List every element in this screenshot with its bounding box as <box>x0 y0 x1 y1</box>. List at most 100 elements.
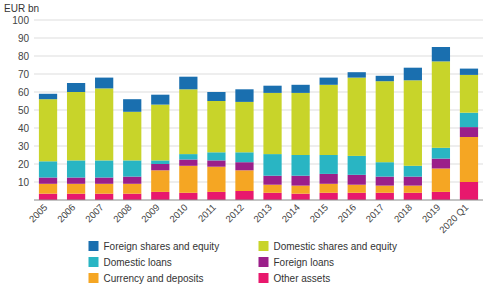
legend-swatch <box>89 241 99 251</box>
bar-segment <box>39 194 57 200</box>
bar-segment <box>95 88 113 160</box>
bar-segment <box>460 113 478 127</box>
bar-segment <box>67 83 85 92</box>
bar-segment <box>263 154 281 176</box>
bar-segment <box>460 69 478 75</box>
bar-segment <box>123 99 141 112</box>
x-tick-label: 2014 <box>279 202 302 225</box>
bar-segment <box>432 61 450 147</box>
x-tick-label: 2009 <box>139 202 162 225</box>
x-tick-label: 2010 <box>167 202 190 225</box>
bar-segment <box>179 166 197 193</box>
bar-segment <box>123 160 141 176</box>
bar-segment <box>151 170 169 192</box>
bar-segment <box>95 178 113 184</box>
bars <box>39 47 478 200</box>
x-tick-label: 2015 <box>307 202 330 225</box>
bar-segment <box>432 169 450 192</box>
x-tick-label: 2006 <box>55 202 78 225</box>
x-tick-label: 2017 <box>363 202 386 225</box>
bar-segment <box>207 152 225 160</box>
bar-segment <box>235 152 253 162</box>
bar-segment <box>404 186 422 193</box>
bar-segment <box>207 101 225 152</box>
y-tick-label: 100 <box>12 15 29 26</box>
y-tick-label: 40 <box>18 123 30 134</box>
bar-segment <box>151 164 169 170</box>
bar-segment <box>320 85 338 155</box>
x-tick-label: 2011 <box>196 202 218 224</box>
bar-segment <box>404 177 422 186</box>
bar-segment <box>320 193 338 200</box>
chart: 102030405060708090100EUR bn2005200620072… <box>0 0 491 302</box>
legend-swatch <box>259 241 269 251</box>
bar-segment <box>179 160 197 166</box>
legend-label: Domestic shares and equity <box>274 241 397 252</box>
y-axis-label: EUR bn <box>4 3 39 14</box>
bar-segment <box>348 185 366 193</box>
legend: Foreign shares and equity Domestic shares… <box>89 241 397 284</box>
bar-segment <box>320 184 338 193</box>
bar-segment <box>67 194 85 200</box>
bar-segment <box>320 174 338 184</box>
legend-swatch <box>89 257 99 267</box>
bar-segment <box>235 89 253 102</box>
bar-segment <box>207 167 225 192</box>
bar-segment <box>348 78 366 156</box>
grid <box>34 20 483 182</box>
x-tick-label: 2019 <box>420 202 443 225</box>
bar-segment <box>151 160 169 164</box>
bar-segment <box>404 193 422 200</box>
bar-segment <box>291 85 309 93</box>
bar-segment <box>39 184 57 194</box>
legend-label: Foreign shares and equity <box>104 241 220 252</box>
bar-segment <box>95 184 113 194</box>
bar-segment <box>39 178 57 184</box>
bar-segment <box>39 161 57 177</box>
bar-segment <box>95 78 113 89</box>
bar-segment <box>123 194 141 200</box>
bar-segment <box>432 192 450 200</box>
bar-segment <box>235 162 253 170</box>
bar-segment <box>348 156 366 175</box>
x-tick-label: 2008 <box>111 202 134 225</box>
bar-segment <box>263 176 281 185</box>
bar-segment <box>179 154 197 159</box>
bar-segment <box>179 89 197 154</box>
bar-segment <box>67 92 85 160</box>
legend-label: Other assets <box>274 273 331 284</box>
bar-segment <box>151 192 169 200</box>
bar-segment <box>376 177 394 186</box>
bar-segment <box>404 68 422 81</box>
bar-segment <box>404 80 422 166</box>
bar-segment <box>95 194 113 200</box>
bar-segment <box>432 47 450 61</box>
bar-segment <box>39 94 57 99</box>
bar-segment <box>376 186 394 193</box>
legend-label: Currency and deposits <box>104 273 204 284</box>
x-tick-label: 2012 <box>223 202 246 225</box>
bar-segment <box>348 72 366 77</box>
y-tick-label: 10 <box>18 177 30 188</box>
bar-segment <box>207 92 225 101</box>
bar-segment <box>235 102 253 152</box>
bar-segment <box>460 137 478 182</box>
bar-segment <box>263 86 281 93</box>
bar-segment <box>207 192 225 200</box>
bar-segment <box>376 193 394 200</box>
grid-line <box>34 56 483 57</box>
bar-segment <box>291 93 309 155</box>
legend-swatch <box>259 257 269 267</box>
bar-segment <box>235 191 253 200</box>
x-tick-label: 2016 <box>335 202 358 225</box>
x-tick-label: 2018 <box>392 202 415 225</box>
bar-segment <box>404 166 422 177</box>
bar-segment <box>263 185 281 193</box>
bar-segment <box>179 193 197 200</box>
y-tick-label: 20 <box>18 159 30 170</box>
bar-segment <box>235 170 253 191</box>
y-tick-label: 80 <box>18 51 30 62</box>
bar-segment <box>207 160 225 166</box>
grid-line <box>34 20 483 21</box>
legend-swatch <box>89 273 99 283</box>
